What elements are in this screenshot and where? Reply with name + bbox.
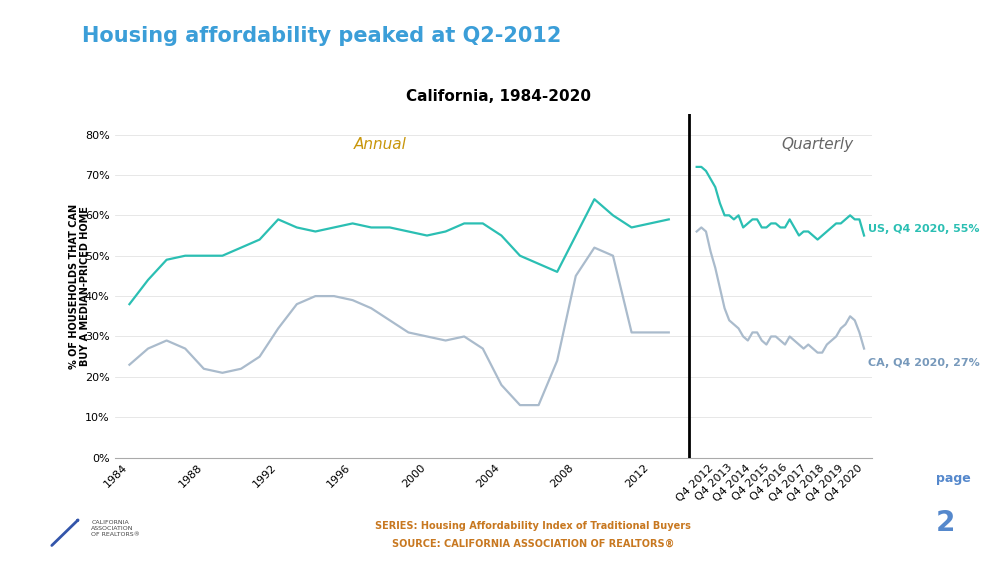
Text: SERIES: Housing Affordability Index of Traditional Buyers: SERIES: Housing Affordability Index of T… [374,521,691,531]
Text: California, 1984-2020: California, 1984-2020 [405,89,591,104]
Text: Housing affordability peaked at Q2-2012: Housing affordability peaked at Q2-2012 [82,26,561,46]
Text: CALIFORNIA
ASSOCIATION
OF REALTORS®: CALIFORNIA ASSOCIATION OF REALTORS® [92,520,140,537]
Text: SOURCE: CALIFORNIA ASSOCIATION OF REALTORS®: SOURCE: CALIFORNIA ASSOCIATION OF REALTO… [391,538,674,548]
Text: page: page [936,472,971,485]
Text: Quarterly: Quarterly [782,137,854,152]
Text: 2: 2 [936,509,955,537]
Text: US, Q4 2020, 55%: US, Q4 2020, 55% [868,224,979,235]
Y-axis label: % OF HOUSEHOLDS THAT CAN
BUY A MEDIAN-PRICED HOME: % OF HOUSEHOLDS THAT CAN BUY A MEDIAN-PR… [69,204,91,368]
Text: CA, Q4 2020, 27%: CA, Q4 2020, 27% [868,358,979,368]
Text: Annual: Annual [354,137,407,152]
FancyArrowPatch shape [52,520,78,546]
